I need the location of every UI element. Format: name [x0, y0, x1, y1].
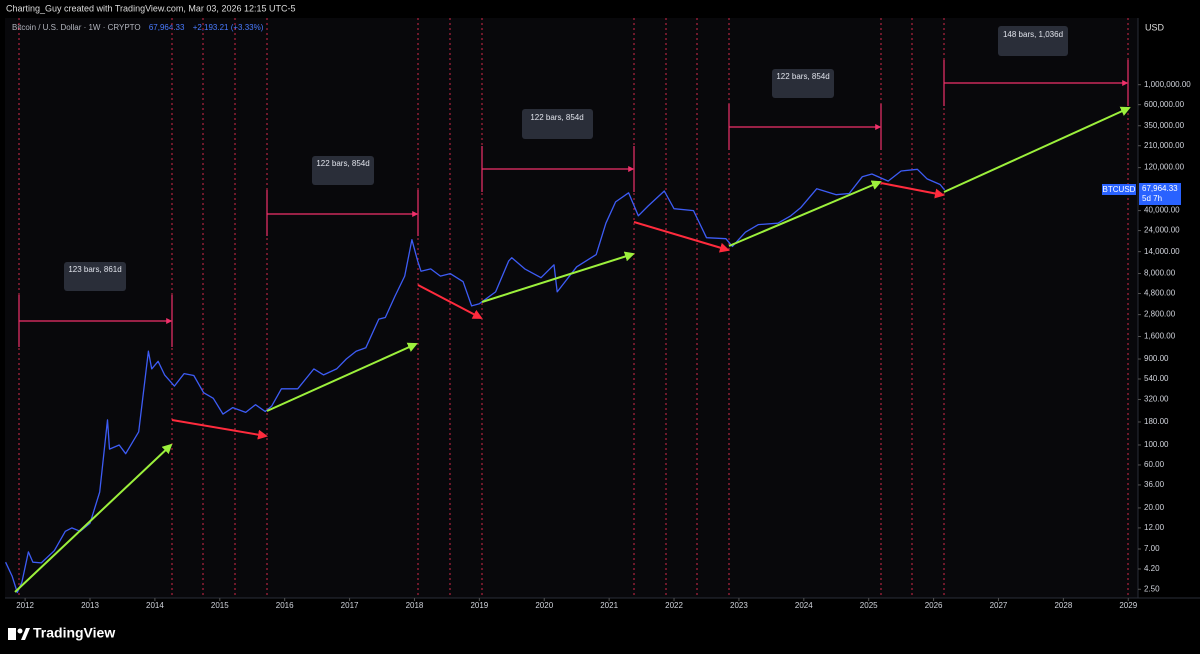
legend-symbol: Bitcoin / U.S. Dollar · 1W · CRYPTO — [12, 23, 141, 32]
price-line — [5, 168, 946, 594]
header-title: Charting_Guy created with TradingView.co… — [6, 3, 295, 13]
series-tag: BTCUSD — [1103, 185, 1136, 194]
y-tick-label: 7.00 — [1144, 544, 1160, 553]
y-tick-label: 4.20 — [1144, 564, 1160, 573]
y-tick-label: 2.50 — [1144, 584, 1160, 593]
y-tick-label: 210,000.00 — [1144, 141, 1185, 150]
trend-arrows — [14, 106, 1131, 593]
annotation: 122 bars, 854d — [776, 72, 829, 81]
x-tick-label: 2024 — [795, 601, 813, 610]
y-tick-label: 180.00 — [1144, 417, 1169, 426]
y-tick-label: 100.00 — [1144, 440, 1169, 449]
y-tick-label: 14,000.00 — [1144, 247, 1180, 256]
x-tick-label: 2022 — [665, 601, 683, 610]
x-tick-label: 2018 — [406, 601, 424, 610]
y-tick-label: 60.00 — [1144, 460, 1165, 469]
x-tick-label: 2013 — [81, 601, 99, 610]
x-tick-label: 2028 — [1054, 601, 1072, 610]
x-tick-label: 2020 — [535, 601, 553, 610]
x-tick-label: 2029 — [1119, 601, 1137, 610]
legend: Bitcoin / U.S. Dollar · 1W · CRYPTO 67,9… — [12, 23, 264, 32]
footer-brand: TradingView — [33, 625, 115, 641]
footer-logo — [8, 628, 30, 640]
y-tick-label: 1,000,000.00 — [1144, 80, 1191, 89]
annotation: 123 bars, 861d — [68, 265, 121, 274]
legend-price: 67,964.33 — [149, 23, 185, 32]
x-tick-label: 2012 — [16, 601, 34, 610]
y-tick-label: 20.00 — [1144, 503, 1165, 512]
y-tick-label: 36.00 — [1144, 480, 1165, 489]
x-tick-label: 2017 — [341, 601, 359, 610]
y-tick-label: 350,000.00 — [1144, 121, 1185, 130]
range-measures — [18, 60, 1129, 347]
x-tick-label: 2016 — [276, 601, 294, 610]
y-tick-label: 8,000.00 — [1144, 269, 1176, 278]
y-tick-label: 40,000.00 — [1144, 206, 1180, 215]
x-tick-label: 2026 — [925, 601, 943, 610]
x-tick-label: 2014 — [146, 601, 164, 610]
y-tick-label: 540.00 — [1144, 374, 1169, 383]
price-tag-bg — [1139, 183, 1181, 205]
y-tick-label: 4,800.00 — [1144, 289, 1176, 298]
annotation-boxes — [64, 26, 1068, 291]
price-tag: 67,964.33 — [1142, 184, 1178, 193]
annotation: 148 bars, 1,036d — [1003, 30, 1063, 39]
x-tick-label: 2027 — [990, 601, 1008, 610]
x-tick-label: 2019 — [470, 601, 488, 610]
plot-area — [5, 18, 1138, 598]
y-tick-label: 120,000.00 — [1144, 163, 1185, 172]
y-tick-label: 600,000.00 — [1144, 100, 1185, 109]
y-tick-label: 320.00 — [1144, 395, 1169, 404]
countdown: 5d 7h — [1142, 194, 1162, 203]
x-tick-label: 2025 — [860, 601, 878, 610]
y-tick-label: 2,800.00 — [1144, 310, 1176, 319]
x-tick-label: 2021 — [600, 601, 618, 610]
y-tick-label: 24,000.00 — [1144, 226, 1180, 235]
x-tick-label: 2023 — [730, 601, 748, 610]
x-tick-label: 2015 — [211, 601, 229, 610]
series-tag-bg — [1102, 184, 1136, 195]
annotation: 122 bars, 854d — [530, 113, 583, 122]
currency-label: USD — [1145, 22, 1165, 32]
y-tick-label: 1,600.00 — [1144, 332, 1176, 341]
legend-change: +2,193.21 (+3.33%) — [193, 23, 264, 32]
annotation: 122 bars, 854d — [316, 159, 369, 168]
y-tick-label: 12.00 — [1144, 523, 1165, 532]
y-tick-label: 900.00 — [1144, 354, 1169, 363]
